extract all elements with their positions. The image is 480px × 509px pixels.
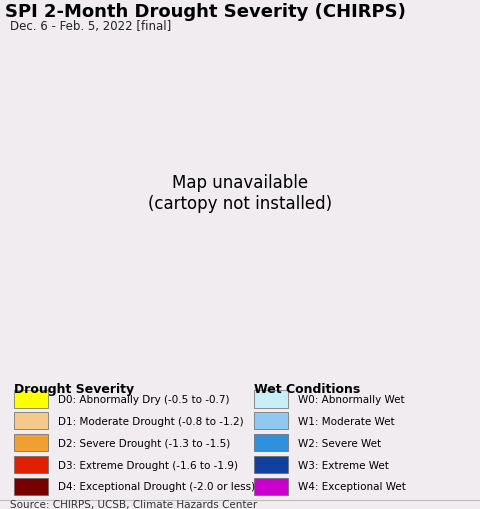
Bar: [14, 412, 48, 430]
Text: D2: Severe Drought (-1.3 to -1.5): D2: Severe Drought (-1.3 to -1.5): [58, 438, 230, 448]
Text: Wet Conditions: Wet Conditions: [254, 382, 360, 395]
Text: Source: CHIRPS, UCSB, Climate Hazards Center: Source: CHIRPS, UCSB, Climate Hazards Ce…: [10, 499, 257, 508]
Bar: [14, 456, 48, 473]
Bar: [14, 478, 48, 495]
Text: W0: Abnormally Wet: W0: Abnormally Wet: [298, 394, 404, 404]
Text: W1: Moderate Wet: W1: Moderate Wet: [298, 416, 394, 426]
Text: W4: Exceptional Wet: W4: Exceptional Wet: [298, 482, 406, 492]
Bar: [14, 390, 48, 408]
Text: D1: Moderate Drought (-0.8 to -1.2): D1: Moderate Drought (-0.8 to -1.2): [58, 416, 243, 426]
Bar: [14, 434, 48, 451]
Text: D4: Exceptional Drought (-2.0 or less): D4: Exceptional Drought (-2.0 or less): [58, 482, 255, 492]
Bar: [254, 434, 288, 451]
Text: SPI 2-Month Drought Severity (CHIRPS): SPI 2-Month Drought Severity (CHIRPS): [5, 3, 406, 20]
Text: D0: Abnormally Dry (-0.5 to -0.7): D0: Abnormally Dry (-0.5 to -0.7): [58, 394, 229, 404]
Bar: [254, 412, 288, 430]
Text: W3: Extreme Wet: W3: Extreme Wet: [298, 460, 388, 470]
Bar: [254, 390, 288, 408]
Text: W2: Severe Wet: W2: Severe Wet: [298, 438, 381, 448]
Bar: [254, 456, 288, 473]
Text: Map unavailable
(cartopy not installed): Map unavailable (cartopy not installed): [148, 174, 332, 213]
Text: Drought Severity: Drought Severity: [14, 382, 134, 395]
Text: D3: Extreme Drought (-1.6 to -1.9): D3: Extreme Drought (-1.6 to -1.9): [58, 460, 238, 470]
Bar: [254, 478, 288, 495]
Text: Dec. 6 - Feb. 5, 2022 [final]: Dec. 6 - Feb. 5, 2022 [final]: [10, 20, 171, 33]
